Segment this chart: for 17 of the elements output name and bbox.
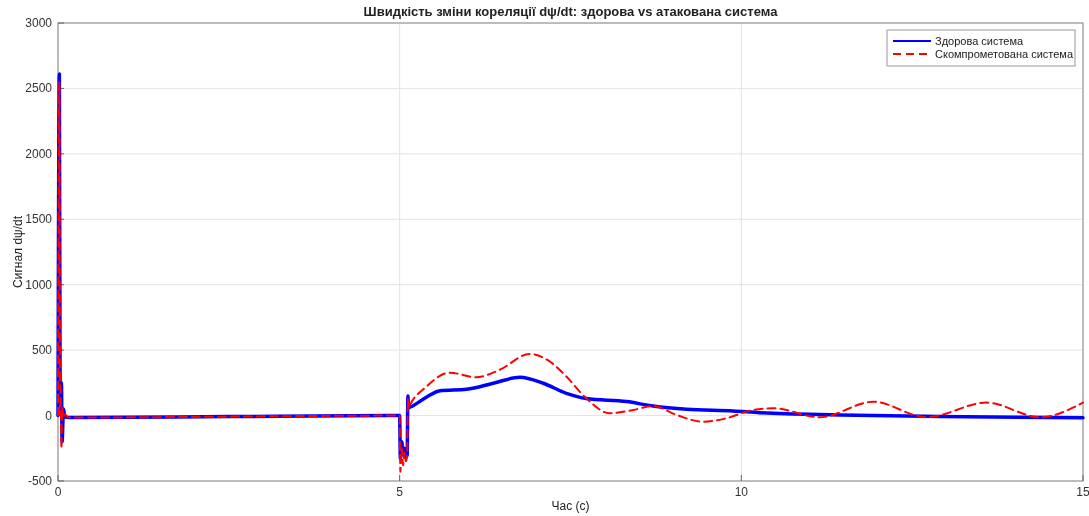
y-axis-title: Сигнал dψ/dt (11, 215, 25, 288)
chart-title: Швидкість зміни кореляції dψ/dt: здорова vs атакована система (363, 4, 779, 19)
y-tick-label: 2000 (25, 146, 53, 161)
y-tick-label: 0 (45, 408, 53, 423)
y-tick-label: 1500 (25, 212, 53, 227)
legend-label: Здорова система (935, 35, 1025, 47)
y-tick-label: 3000 (25, 16, 53, 30)
x-tick-label: 10 (734, 485, 749, 499)
y-tick-label: 500 (31, 343, 53, 358)
y-tick-label: 2500 (25, 81, 53, 96)
x-tick-label: 0 (54, 485, 62, 499)
y-tick-label: -500 (27, 474, 53, 488)
x-axis-title: Час (с) (551, 499, 590, 513)
y-tick-label: 1000 (25, 277, 53, 292)
x-tick-label: 15 (1076, 485, 1089, 499)
x-tick-label: 5 (396, 485, 404, 499)
legend-label: Скомпрометована система (935, 48, 1074, 60)
